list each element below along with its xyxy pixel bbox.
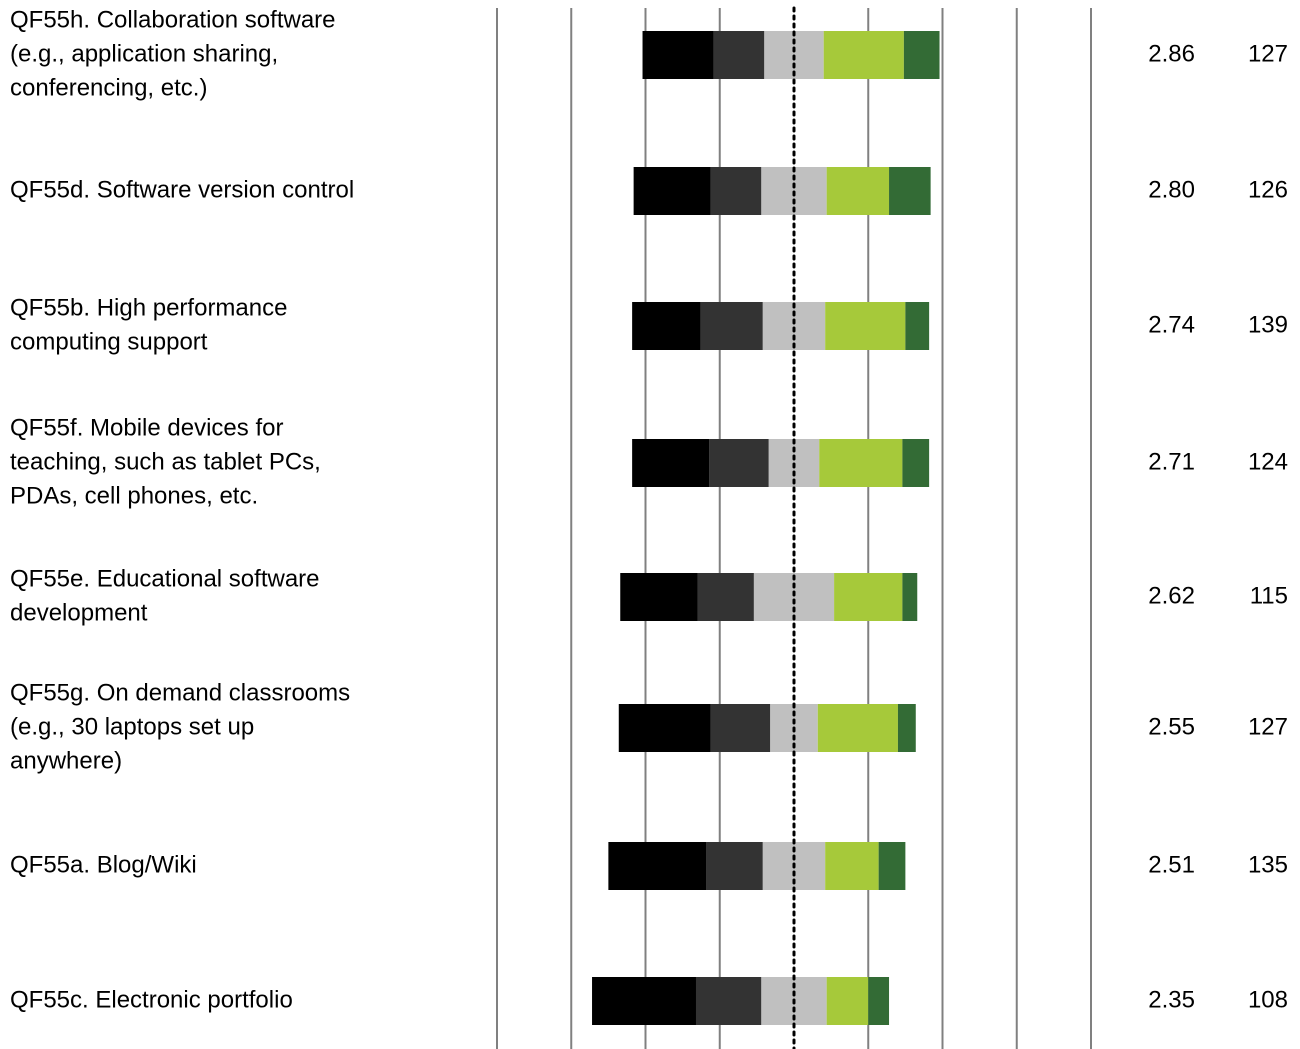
- count-value: 124: [1248, 448, 1288, 475]
- count-value: 127: [1248, 713, 1288, 740]
- count-value: 108: [1248, 986, 1288, 1013]
- bar-segment: [823, 31, 904, 79]
- category-label: anywhere): [10, 747, 122, 774]
- mean-value: 2.35: [1148, 986, 1195, 1013]
- bar-segment: [878, 842, 906, 890]
- category-label: (e.g., application sharing,: [10, 40, 278, 67]
- bar-segment: [709, 439, 769, 487]
- category-label: QF55b. High performance: [10, 294, 287, 321]
- bar-segment: [632, 439, 710, 487]
- bar-segment: [618, 704, 711, 752]
- bar-segment: [817, 704, 898, 752]
- bar-segment: [902, 439, 930, 487]
- category-label: QF55a. Blog/Wiki: [10, 851, 197, 878]
- category-label: QF55c. Electronic portfolio: [10, 986, 293, 1013]
- count-value: 139: [1248, 311, 1288, 338]
- bar-segment: [819, 439, 903, 487]
- mean-value: 2.80: [1148, 176, 1195, 203]
- bar-segment: [608, 842, 707, 890]
- category-label: PDAs, cell phones, etc.: [10, 482, 258, 509]
- bar-segment: [902, 573, 918, 621]
- bar-segment: [826, 167, 890, 215]
- category-label: QF55f. Mobile devices for: [10, 414, 283, 441]
- count-value: 127: [1248, 40, 1288, 67]
- bar-segment: [753, 573, 835, 621]
- bar-segment: [825, 842, 879, 890]
- bar-segment: [620, 573, 698, 621]
- mean-value: 2.74: [1148, 311, 1195, 338]
- bar-segment: [633, 167, 711, 215]
- count-value: 115: [1250, 582, 1288, 609]
- bar-segment: [697, 573, 754, 621]
- bar-segment: [834, 573, 903, 621]
- bar-segment: [713, 31, 765, 79]
- mean-value: 2.86: [1148, 40, 1195, 67]
- mean-value: 2.55: [1148, 713, 1195, 740]
- category-label: QF55d. Software version control: [10, 176, 354, 203]
- bar-segment: [632, 302, 701, 350]
- category-label: QF55e. Educational software: [10, 565, 320, 592]
- category-label: (e.g., 30 laptops set up: [10, 713, 254, 740]
- category-label: QF55g. On demand classrooms: [10, 679, 350, 706]
- bar-segment: [706, 842, 763, 890]
- bar-segment: [826, 977, 869, 1025]
- count-value: 135: [1248, 851, 1288, 878]
- category-label: teaching, such as tablet PCs,: [10, 448, 321, 475]
- bar-segment: [905, 302, 930, 350]
- category-label: computing support: [10, 328, 208, 355]
- bar-segment: [762, 302, 826, 350]
- bar-segment: [825, 302, 906, 350]
- bar-segment: [700, 302, 763, 350]
- category-label: conferencing, etc.): [10, 74, 207, 101]
- count-value: 126: [1248, 176, 1288, 203]
- bar-segment: [710, 167, 762, 215]
- category-label: development: [10, 599, 148, 626]
- mean-value: 2.71: [1148, 448, 1195, 475]
- bar-segment: [868, 977, 890, 1025]
- mean-value: 2.62: [1148, 582, 1195, 609]
- bar-segment: [592, 977, 696, 1025]
- bar-segment: [889, 167, 931, 215]
- bar-segment: [695, 977, 762, 1025]
- category-label: QF55h. Collaboration software: [10, 6, 336, 33]
- bar-segment: [903, 31, 940, 79]
- bar-segment: [710, 704, 771, 752]
- bar-segment: [642, 31, 714, 79]
- mean-value: 2.51: [1148, 851, 1195, 878]
- bar-segment: [897, 704, 916, 752]
